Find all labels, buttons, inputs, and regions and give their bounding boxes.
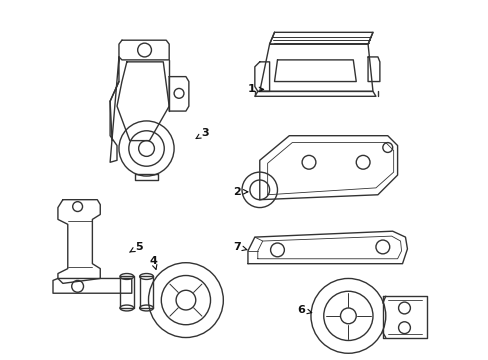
Text: 4: 4: [149, 256, 157, 269]
Text: 6: 6: [297, 305, 311, 315]
Text: 1: 1: [247, 84, 263, 94]
Text: 2: 2: [233, 187, 247, 197]
Text: 7: 7: [233, 242, 246, 252]
Text: 5: 5: [129, 242, 142, 252]
Text: 3: 3: [196, 128, 209, 139]
